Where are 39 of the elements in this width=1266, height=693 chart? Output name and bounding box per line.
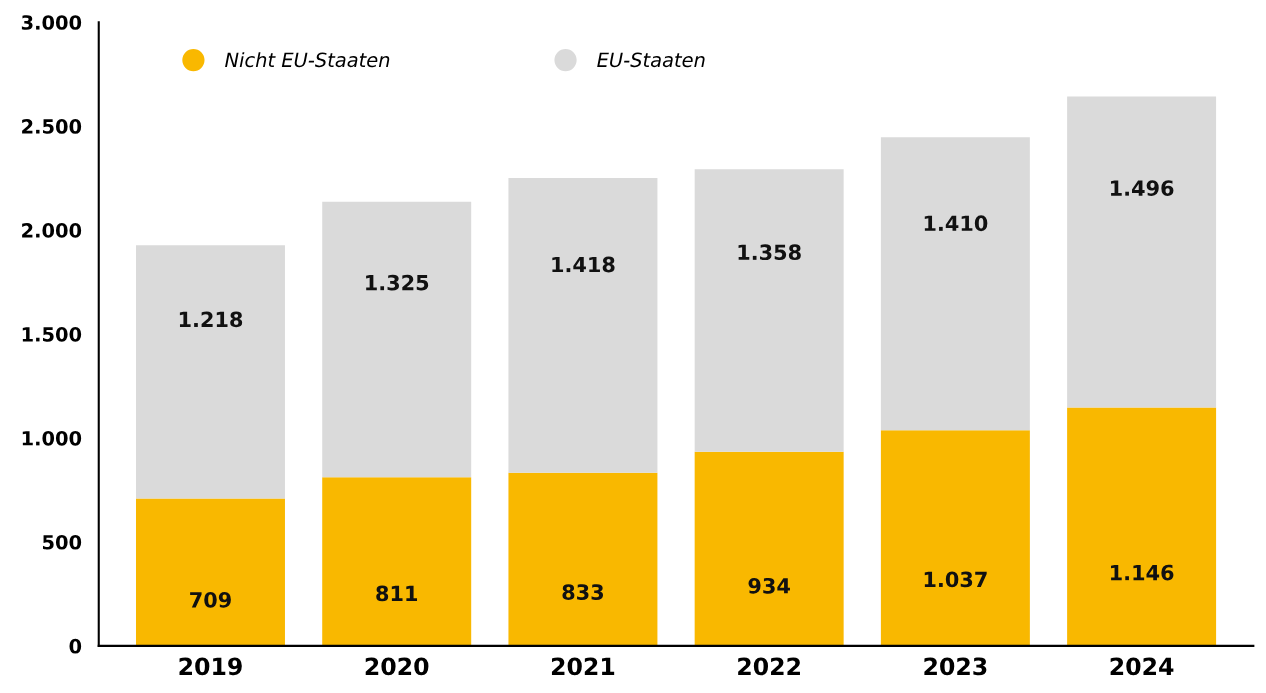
- bar: [1067, 407, 1217, 646]
- y-tick-label: 2.500: [22, 119, 82, 134]
- data-label: 1.325: [366, 274, 429, 291]
- legend-label: Nicht EU-Staaten: [225, 52, 390, 68]
- data-label: 833: [562, 584, 604, 600]
- legend-label: EU-Staaten: [597, 52, 705, 68]
- y-tick-label: 1.000: [22, 430, 82, 446]
- x-tick-label: 2022: [738, 657, 800, 676]
- data-label: 1.037: [924, 571, 987, 588]
- data-label: 1.410: [924, 215, 988, 232]
- data-label: 1.358: [738, 244, 801, 261]
- bar: [322, 477, 472, 646]
- bar: [1067, 96, 1217, 408]
- data-label: 1.418: [552, 256, 615, 273]
- bar: [508, 472, 658, 646]
- data-label: 811: [376, 585, 418, 602]
- x-tick-label: 2023: [924, 657, 987, 676]
- data-label: 1.146: [1111, 564, 1174, 581]
- bar: [694, 169, 844, 452]
- x-tick-label: 2024: [1110, 657, 1174, 676]
- y-tick-label: 2.000: [22, 223, 82, 238]
- data-label: 1.496: [1111, 180, 1174, 196]
- data-label: 1.218: [179, 311, 243, 328]
- x-tick-label: 2021: [551, 657, 615, 676]
- bar: [135, 245, 285, 499]
- bar: [880, 137, 1030, 431]
- x-tick-label: 2020: [365, 657, 429, 676]
- y-tick-label: 0: [69, 638, 82, 654]
- bar: [322, 201, 472, 478]
- y-tick-label: 500: [42, 534, 82, 550]
- bar: [135, 498, 285, 646]
- y-tick-label: 3.000: [21, 15, 82, 30]
- y-tick-label: 1.500: [22, 326, 82, 342]
- bar: [508, 177, 658, 473]
- bar: [694, 451, 844, 646]
- data-label: 934: [748, 577, 790, 594]
- x-tick-label: 2019: [179, 657, 242, 676]
- data-label: 709: [190, 591, 231, 608]
- bar: [880, 430, 1030, 646]
